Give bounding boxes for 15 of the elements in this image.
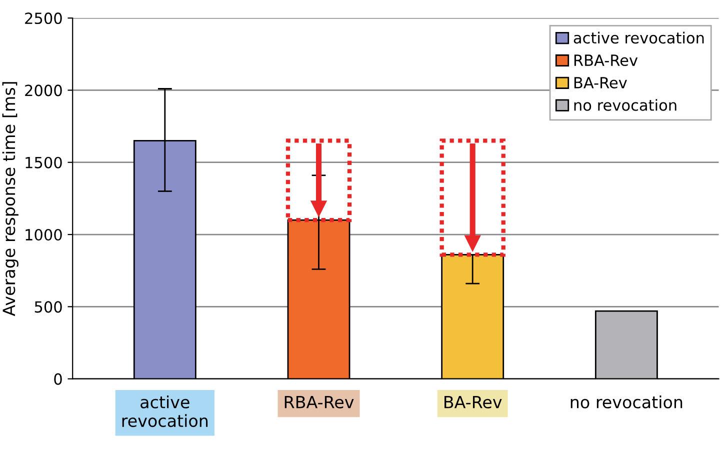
x-tick-label: active revocation <box>122 396 208 428</box>
legend-label: RBA-Rev <box>574 54 638 66</box>
y-tick-label: 1500 <box>26 156 62 168</box>
y-tick-label: 2500 <box>25 12 62 24</box>
x-tick-label: BA-Rev <box>444 396 502 408</box>
legend-label: active revocation <box>574 32 704 44</box>
x-tick-label: no revocation <box>570 396 682 408</box>
legend-label: BA-Rev <box>574 77 627 88</box>
y-tick-label: 2000 <box>25 84 62 96</box>
y-tick-label: 1000 <box>26 228 62 241</box>
legend-label: no revocation <box>574 99 676 111</box>
y-tick-label: 0 <box>54 373 62 385</box>
x-tick-label: RBA-Rev <box>284 396 354 408</box>
y-tick-label: 500 <box>34 301 62 313</box>
y-axis-title: Average response time [ms] <box>2 82 18 316</box>
